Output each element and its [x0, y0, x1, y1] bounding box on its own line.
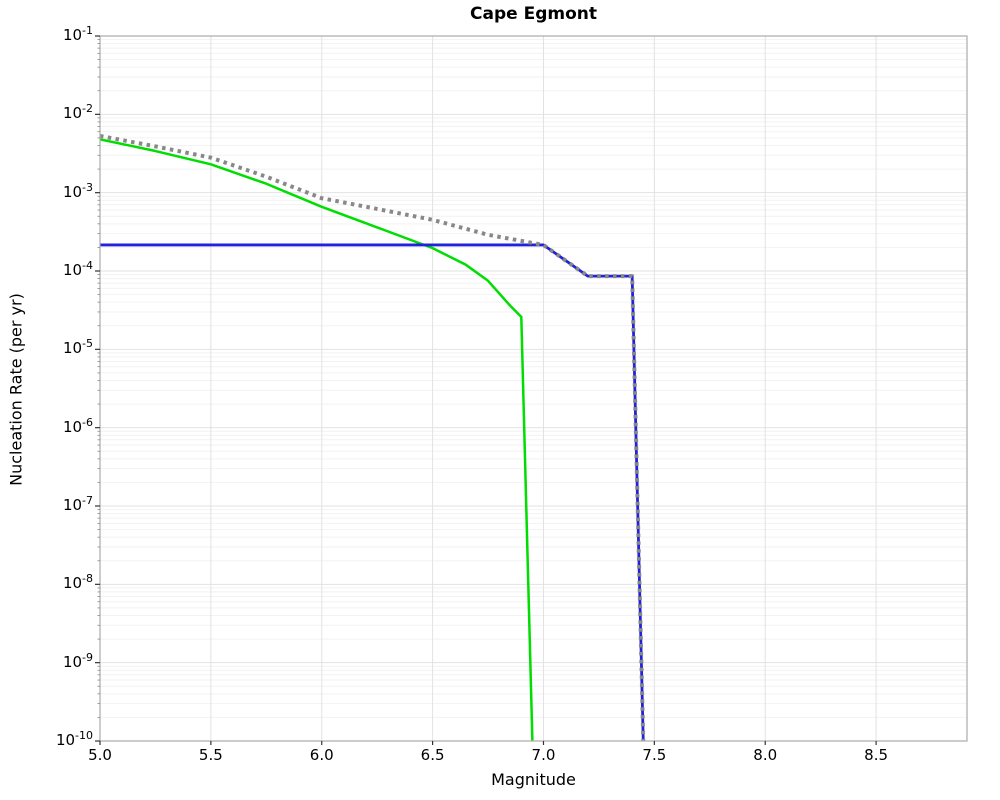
y-tick-label: 10-9 [62, 650, 93, 671]
series-gray-dotted-curve [100, 133, 646, 741]
x-tick-label: 8.5 [864, 746, 889, 764]
x-axis-label: Magnitude [491, 770, 576, 789]
y-tick-label: 10-1 [62, 24, 93, 45]
y-tick-label: 10-3 [62, 180, 93, 201]
y-axis-label: Nucleation Rate (per yr) [6, 293, 26, 486]
y-tick-label: 10-10 [55, 729, 93, 750]
y-tick-label: 10-5 [62, 337, 93, 358]
x-tick-label: 7.5 [642, 746, 667, 764]
x-tick-label: 7.0 [531, 746, 556, 764]
x-tick-label: 6.0 [309, 746, 334, 764]
plot-frame [99, 35, 968, 742]
y-tick-label: 10-8 [62, 572, 93, 593]
x-tick-label: 5.0 [88, 746, 112, 764]
x-tick-label: 5.5 [198, 746, 223, 764]
plot-background [100, 36, 967, 741]
chart-title: Cape Egmont [470, 4, 597, 24]
x-tick-label: 6.5 [420, 746, 445, 764]
y-tick-label: 10-4 [62, 259, 93, 280]
y-tick-label: 10-2 [62, 102, 93, 123]
series-green-solid-curve [100, 138, 534, 741]
y-tick-label: 10-7 [62, 494, 93, 515]
x-tick-label: 8.0 [753, 746, 778, 764]
y-tick-label: 10-6 [62, 415, 93, 436]
